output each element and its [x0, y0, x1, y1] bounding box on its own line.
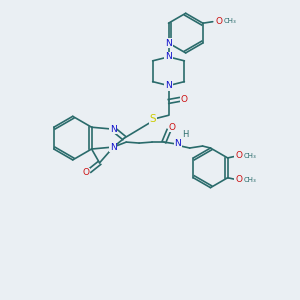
Text: CH₃: CH₃ — [224, 18, 236, 24]
Text: N: N — [165, 52, 172, 62]
Text: N: N — [165, 38, 172, 47]
Text: O: O — [82, 168, 89, 177]
Text: O: O — [235, 152, 242, 160]
Text: S: S — [149, 114, 156, 124]
Text: O: O — [235, 175, 242, 184]
Text: H: H — [182, 130, 188, 139]
Text: N: N — [174, 139, 181, 148]
Text: O: O — [181, 95, 188, 104]
Text: N: N — [165, 81, 172, 90]
Text: O: O — [168, 123, 175, 132]
Text: N: N — [110, 142, 117, 152]
Text: N: N — [110, 125, 117, 134]
Text: CH₃: CH₃ — [244, 153, 256, 159]
Text: O: O — [215, 17, 222, 26]
Text: CH₃: CH₃ — [244, 177, 256, 183]
